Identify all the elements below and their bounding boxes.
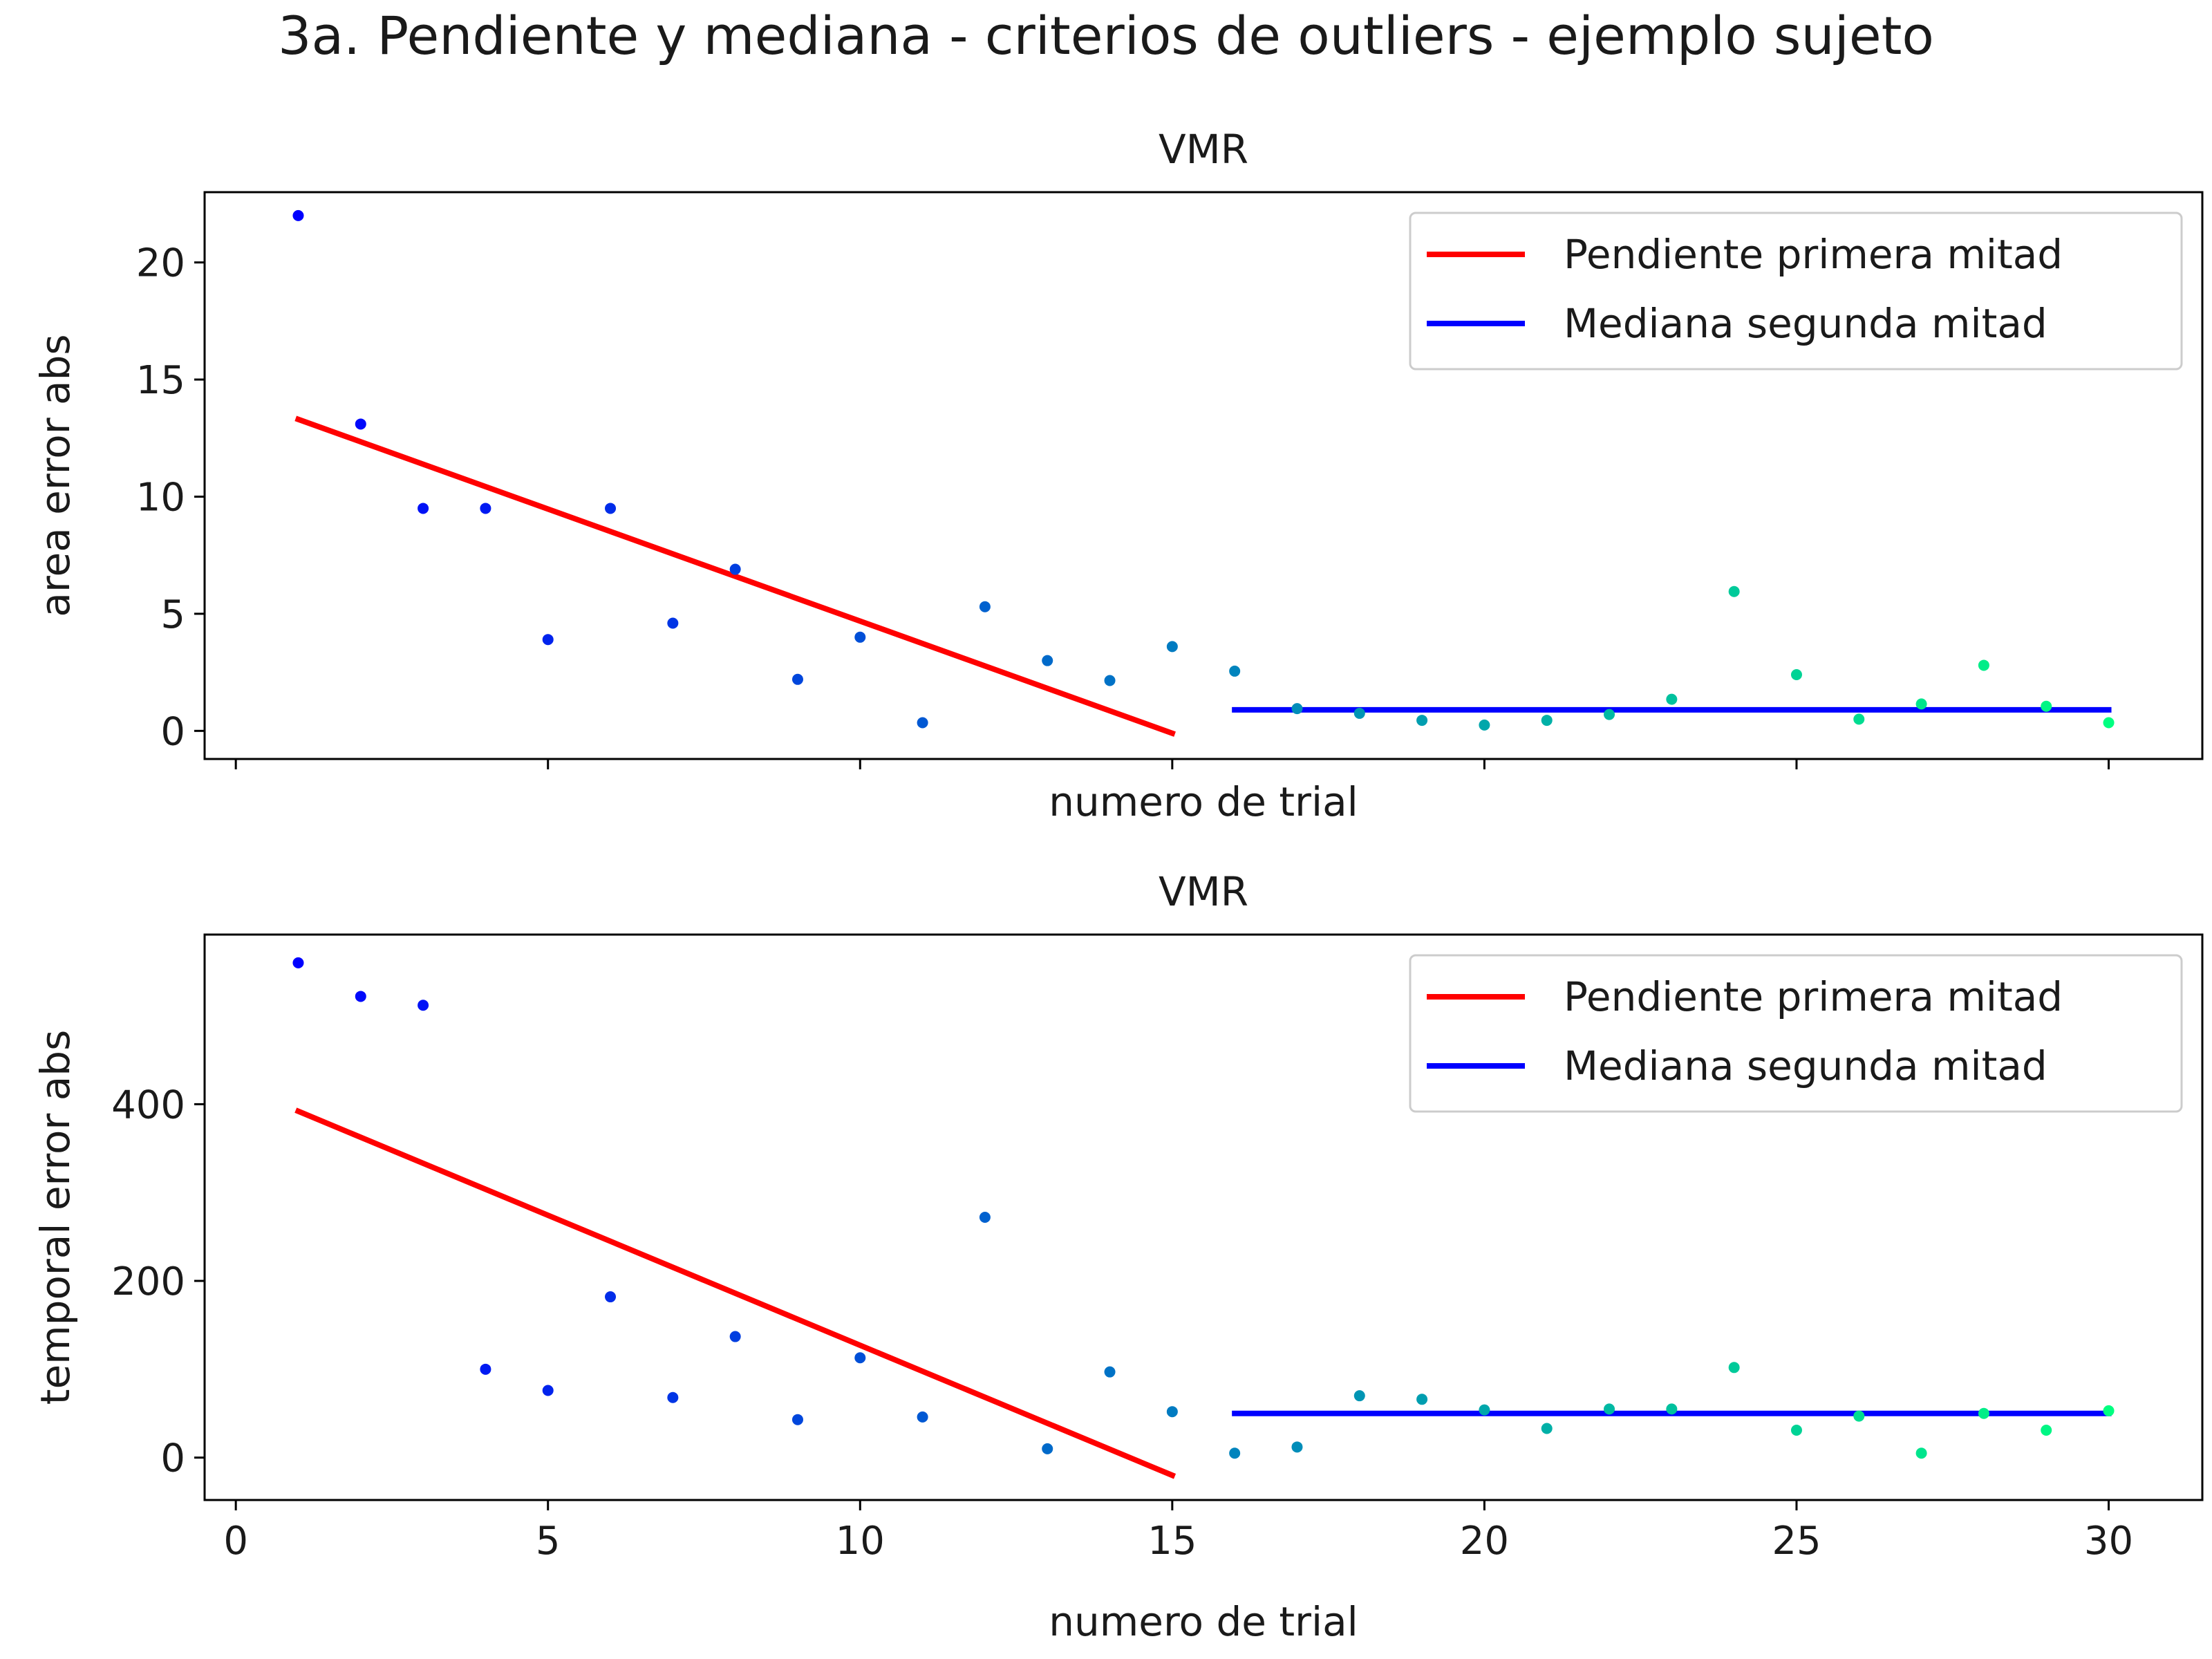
y-tick-label: 0 [160, 1436, 185, 1481]
data-point [418, 503, 429, 514]
data-point [1790, 669, 1802, 681]
y-tick-label: 400 [111, 1082, 185, 1127]
data-point [1728, 1362, 1740, 1374]
data-point [1479, 1404, 1490, 1416]
y-axis-label: temporal error abs [32, 1030, 79, 1405]
x-tick-label: 20 [1460, 1519, 1509, 1564]
y-tick-label: 0 [160, 709, 185, 754]
y-axis-label: area error abs [32, 334, 79, 617]
data-point [791, 1414, 803, 1425]
data-point [1915, 1447, 1927, 1459]
data-point [1104, 675, 1116, 686]
x-tick-label: 30 [2084, 1519, 2133, 1564]
data-point [1479, 719, 1490, 731]
data-point [1229, 1447, 1241, 1459]
data-point [1541, 1423, 1553, 1434]
x-tick-label: 25 [1772, 1519, 1821, 1564]
data-point [1042, 1443, 1053, 1454]
data-point [1166, 1406, 1178, 1418]
data-point [1104, 1366, 1116, 1378]
data-point [1353, 1390, 1365, 1402]
subplot-title: VMR [1159, 868, 1248, 915]
data-point [1978, 659, 1989, 671]
data-point [667, 1391, 679, 1403]
data-point [729, 1331, 741, 1342]
data-point [1853, 713, 1865, 725]
data-point [605, 503, 617, 514]
data-point [917, 717, 928, 729]
data-point [979, 1212, 991, 1223]
y-tick-label: 15 [136, 358, 185, 403]
y-tick-label: 20 [136, 241, 185, 286]
data-point [917, 1411, 928, 1423]
data-point [1853, 1410, 1865, 1422]
data-point [1541, 715, 1553, 727]
data-point [1604, 709, 1615, 720]
x-tick-label: 5 [536, 1519, 561, 1564]
data-point [2041, 700, 2052, 712]
figure-title: 3a. Pendiente y mediana - criterios de o… [278, 5, 1934, 66]
data-point [2041, 1425, 2052, 1436]
data-point [854, 1352, 866, 1364]
data-point [1790, 1425, 1802, 1436]
data-point [480, 503, 491, 514]
data-point [418, 1000, 429, 1011]
legend-box [1409, 954, 2183, 1113]
data-point [1353, 707, 1365, 719]
data-point [1291, 1441, 1303, 1453]
slope-line-first-half [294, 415, 1176, 737]
data-point [1416, 715, 1428, 727]
data-point [2103, 1405, 2115, 1416]
legend-label: Pendiente primera mitad [1564, 973, 2063, 1020]
slope-line-first-half [294, 1107, 1177, 1479]
data-point [2103, 717, 2115, 729]
data-point [1291, 703, 1303, 715]
data-point [1666, 693, 1678, 705]
legend-label: Mediana segunda mitad [1564, 300, 2047, 347]
data-point [355, 418, 366, 430]
data-point [1978, 1407, 1989, 1419]
x-axis-label: numero de trial [1049, 1598, 1358, 1645]
data-point [605, 1291, 617, 1303]
x-tick-label: 0 [223, 1519, 248, 1564]
legend: Pendiente primera mitad Mediana segunda m… [1409, 212, 2183, 371]
legend-box [1409, 212, 2183, 371]
x-tick-label: 15 [1147, 1519, 1197, 1564]
data-point [791, 673, 803, 685]
subplot-area-error: VMR numero de trial area error abs 0 5 10 15 20… [32, 126, 2204, 825]
data-point [292, 209, 304, 221]
y-tick-label: 200 [111, 1259, 185, 1304]
axes-frame [203, 933, 2204, 1501]
data-point [542, 634, 554, 646]
subplot-title: VMR [1159, 126, 1248, 173]
data-point [1728, 585, 1740, 597]
y-tick-label: 10 [136, 475, 185, 520]
data-point [1666, 1403, 1678, 1415]
data-point [854, 631, 866, 643]
legend-label: Mediana segunda mitad [1564, 1042, 2047, 1089]
data-point [667, 617, 679, 629]
data-point [1915, 698, 1927, 710]
data-point [355, 991, 366, 1002]
data-point [979, 601, 991, 612]
data-point [1604, 1403, 1615, 1415]
data-point [1042, 655, 1053, 666]
data-point [480, 1363, 491, 1375]
data-point [292, 957, 304, 968]
subplot-temporal-error: VMR numero de trial temporal error abs 0 5 10… [32, 868, 2204, 1645]
data-point [542, 1385, 554, 1396]
data-point [1166, 641, 1178, 653]
data-point [1229, 665, 1241, 677]
legend-label: Pendiente primera mitad [1564, 231, 2063, 278]
data-point [729, 563, 741, 575]
axes-frame [203, 191, 2204, 760]
x-axis-label: numero de trial [1049, 778, 1358, 825]
x-tick-label: 10 [836, 1519, 885, 1564]
y-tick-label: 5 [160, 592, 185, 637]
data-point [1416, 1394, 1428, 1405]
legend: Pendiente primera mitad Mediana segunda m… [1409, 954, 2183, 1113]
